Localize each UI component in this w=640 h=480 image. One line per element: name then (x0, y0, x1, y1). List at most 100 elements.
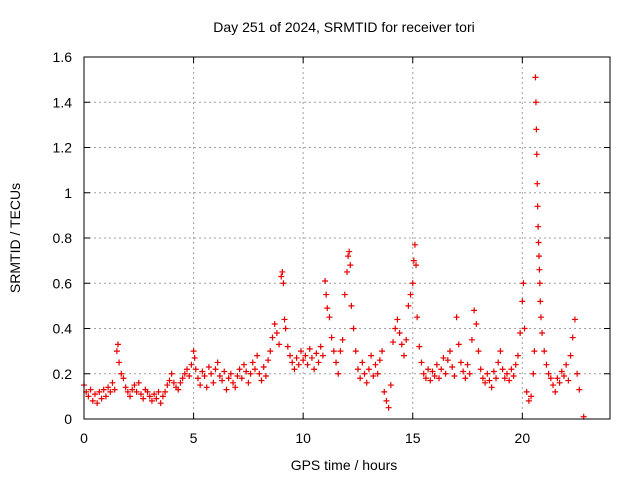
grid-lines (84, 57, 610, 419)
data-point (390, 339, 397, 346)
data-point (407, 291, 414, 298)
data-point (287, 352, 294, 359)
data-point (396, 330, 403, 337)
data-point (368, 352, 375, 359)
data-point (177, 379, 184, 386)
data-point (552, 388, 559, 395)
data-point (464, 361, 471, 368)
data-point (148, 397, 155, 404)
data-point (269, 334, 276, 341)
data-point (471, 307, 478, 314)
data-point (91, 391, 98, 398)
data-point (190, 348, 197, 355)
data-point (560, 373, 567, 380)
data-point (168, 370, 175, 377)
data-point (354, 366, 361, 373)
x-tick-label: 15 (405, 430, 421, 446)
data-point (392, 325, 399, 332)
data-point (345, 253, 352, 260)
data-point (547, 375, 554, 382)
data-point (447, 348, 454, 355)
data-point (361, 370, 368, 377)
data-point (210, 379, 217, 386)
data-point (374, 370, 381, 377)
data-point (335, 370, 342, 377)
data-point (532, 99, 539, 106)
data-point (411, 241, 418, 248)
data-point (352, 348, 359, 355)
data-point (563, 361, 570, 368)
data-point (413, 262, 420, 269)
data-point (528, 393, 535, 400)
x-tick-labels: 0 5 10 15 20 (80, 430, 530, 446)
data-point (477, 366, 484, 373)
data-point (534, 203, 541, 210)
data-point (205, 363, 212, 370)
data-point (137, 391, 144, 398)
data-point (501, 375, 508, 382)
data-point (284, 343, 291, 350)
data-point (254, 352, 261, 359)
data-point (184, 366, 191, 373)
data-point (429, 368, 436, 375)
data-point (576, 386, 583, 393)
data-point (543, 361, 550, 368)
data-point (383, 397, 390, 404)
data-point (460, 368, 467, 375)
data-point (473, 320, 480, 327)
data-point (85, 393, 92, 400)
data-point (87, 386, 94, 393)
data-point (240, 361, 247, 368)
data-point (569, 334, 576, 341)
data-point (251, 366, 258, 373)
data-point (313, 350, 320, 357)
x-axis-label: GPS time / hours (291, 457, 398, 473)
data-point (531, 348, 538, 355)
data-point (545, 370, 552, 377)
y-tick-label: 0.6 (53, 275, 73, 291)
data-point (291, 366, 298, 373)
data-point (420, 370, 427, 377)
data-point (409, 280, 416, 287)
data-point (333, 359, 340, 366)
data-point (116, 359, 123, 366)
data-point (267, 348, 274, 355)
data-point (387, 382, 394, 389)
data-points (81, 74, 587, 420)
data-point (113, 348, 120, 355)
data-point (451, 373, 458, 380)
data-point (102, 393, 109, 400)
data-point (493, 375, 500, 382)
data-point (225, 375, 232, 382)
y-tick-label: 0.4 (53, 321, 73, 337)
data-point (127, 393, 134, 400)
data-point (556, 379, 563, 386)
data-point (326, 314, 333, 321)
data-point (398, 341, 405, 348)
data-point (223, 386, 230, 393)
data-point (236, 366, 243, 373)
data-point (370, 373, 377, 380)
data-point (457, 359, 464, 366)
data-point (293, 354, 300, 361)
data-point (519, 298, 526, 305)
data-point (164, 382, 171, 389)
data-point (289, 359, 296, 366)
data-point (537, 298, 544, 305)
data-point (89, 397, 96, 404)
y-tick-labels: 0 0.2 0.4 0.6 0.8 1 1.2 1.4 1.6 (53, 49, 73, 427)
y-tick-label: 1.6 (53, 49, 73, 65)
data-point (170, 379, 177, 386)
data-point (550, 382, 557, 389)
data-point (208, 370, 215, 377)
data-point (486, 377, 493, 384)
data-point (122, 384, 129, 391)
x-tick-label: 10 (295, 430, 311, 446)
data-point (227, 370, 234, 377)
data-point (427, 377, 434, 384)
data-point (111, 386, 118, 393)
data-point (565, 377, 572, 384)
data-point (425, 366, 432, 373)
data-point (157, 400, 164, 407)
data-point (276, 341, 283, 348)
